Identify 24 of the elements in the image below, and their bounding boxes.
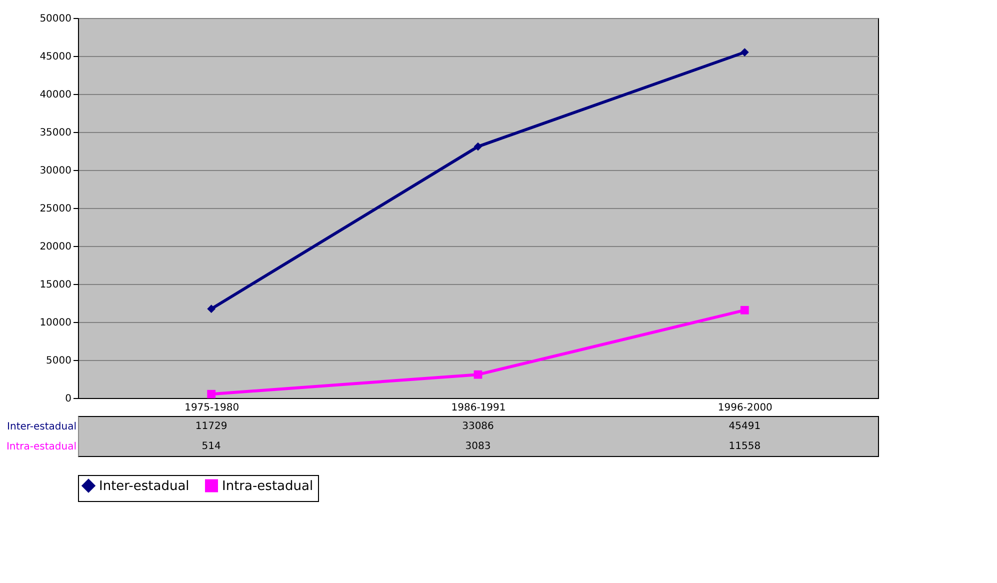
legend-label: Inter-estadual <box>99 478 190 494</box>
x-tick-label: 1996-2000 <box>718 402 772 414</box>
text: Intra-estadual <box>6 442 76 452</box>
y-tick-label: 0 <box>65 394 72 404</box>
data-label: 11729 <box>195 421 228 432</box>
x-tick-label: 1986-1991 <box>451 402 506 414</box>
y-tick-label: 45000 <box>40 52 72 62</box>
y-tick-label: 25000 <box>40 204 72 214</box>
data-label: 514 <box>202 441 221 452</box>
y-tick-label: 30000 <box>40 166 72 176</box>
y-tick-label: 15000 <box>40 280 72 290</box>
legend-label: Intra-estadual <box>222 478 314 494</box>
data-label: 33086 <box>462 421 494 432</box>
y-tick-label: 40000 <box>40 90 72 100</box>
y-tick-label: 35000 <box>40 128 72 138</box>
data-label: 3083 <box>465 441 491 452</box>
y-tick-label: 20000 <box>40 242 72 252</box>
text: Inter-estadual <box>7 422 76 432</box>
y-tick-label: 5000 <box>46 356 72 366</box>
y-tick-label: 10000 <box>40 318 72 328</box>
data-label: 45491 <box>728 421 761 432</box>
y-tick-label: 50000 <box>40 14 72 24</box>
x-tick-label: 1975-1980 <box>184 402 240 414</box>
data-label: 11558 <box>728 441 761 452</box>
